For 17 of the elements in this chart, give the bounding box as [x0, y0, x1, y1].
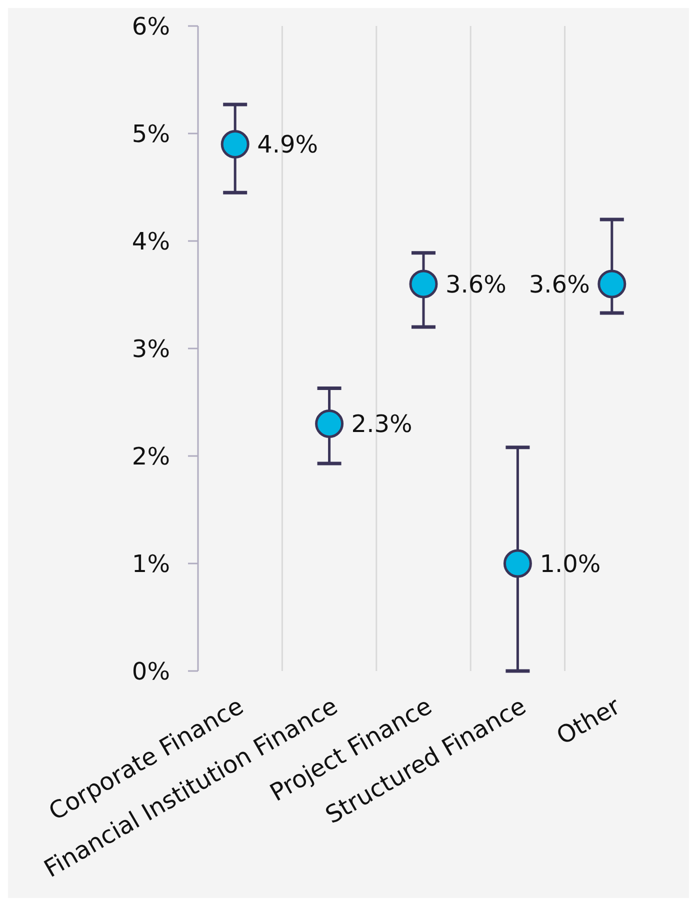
y-tick-label: 4%	[132, 227, 170, 256]
y-tick-label: 6%	[132, 12, 170, 40]
data-label: 1.0%	[540, 550, 601, 578]
y-tick-label: 3%	[132, 334, 170, 363]
point	[220, 130, 250, 158]
point	[409, 270, 438, 298]
data-label: 4.9%	[257, 130, 318, 159]
y-tick-label: 5%	[132, 120, 170, 148]
data-label: 2.3%	[351, 410, 412, 438]
y-tick-label: 2%	[132, 442, 170, 470]
data-label: 3.6%	[446, 270, 506, 298]
point	[315, 410, 344, 438]
data-label: 3.6%	[528, 270, 590, 298]
point	[503, 549, 532, 578]
y-tick-label: 0%	[132, 657, 170, 686]
point	[598, 270, 626, 298]
y-tick-label: 1%	[132, 550, 170, 578]
